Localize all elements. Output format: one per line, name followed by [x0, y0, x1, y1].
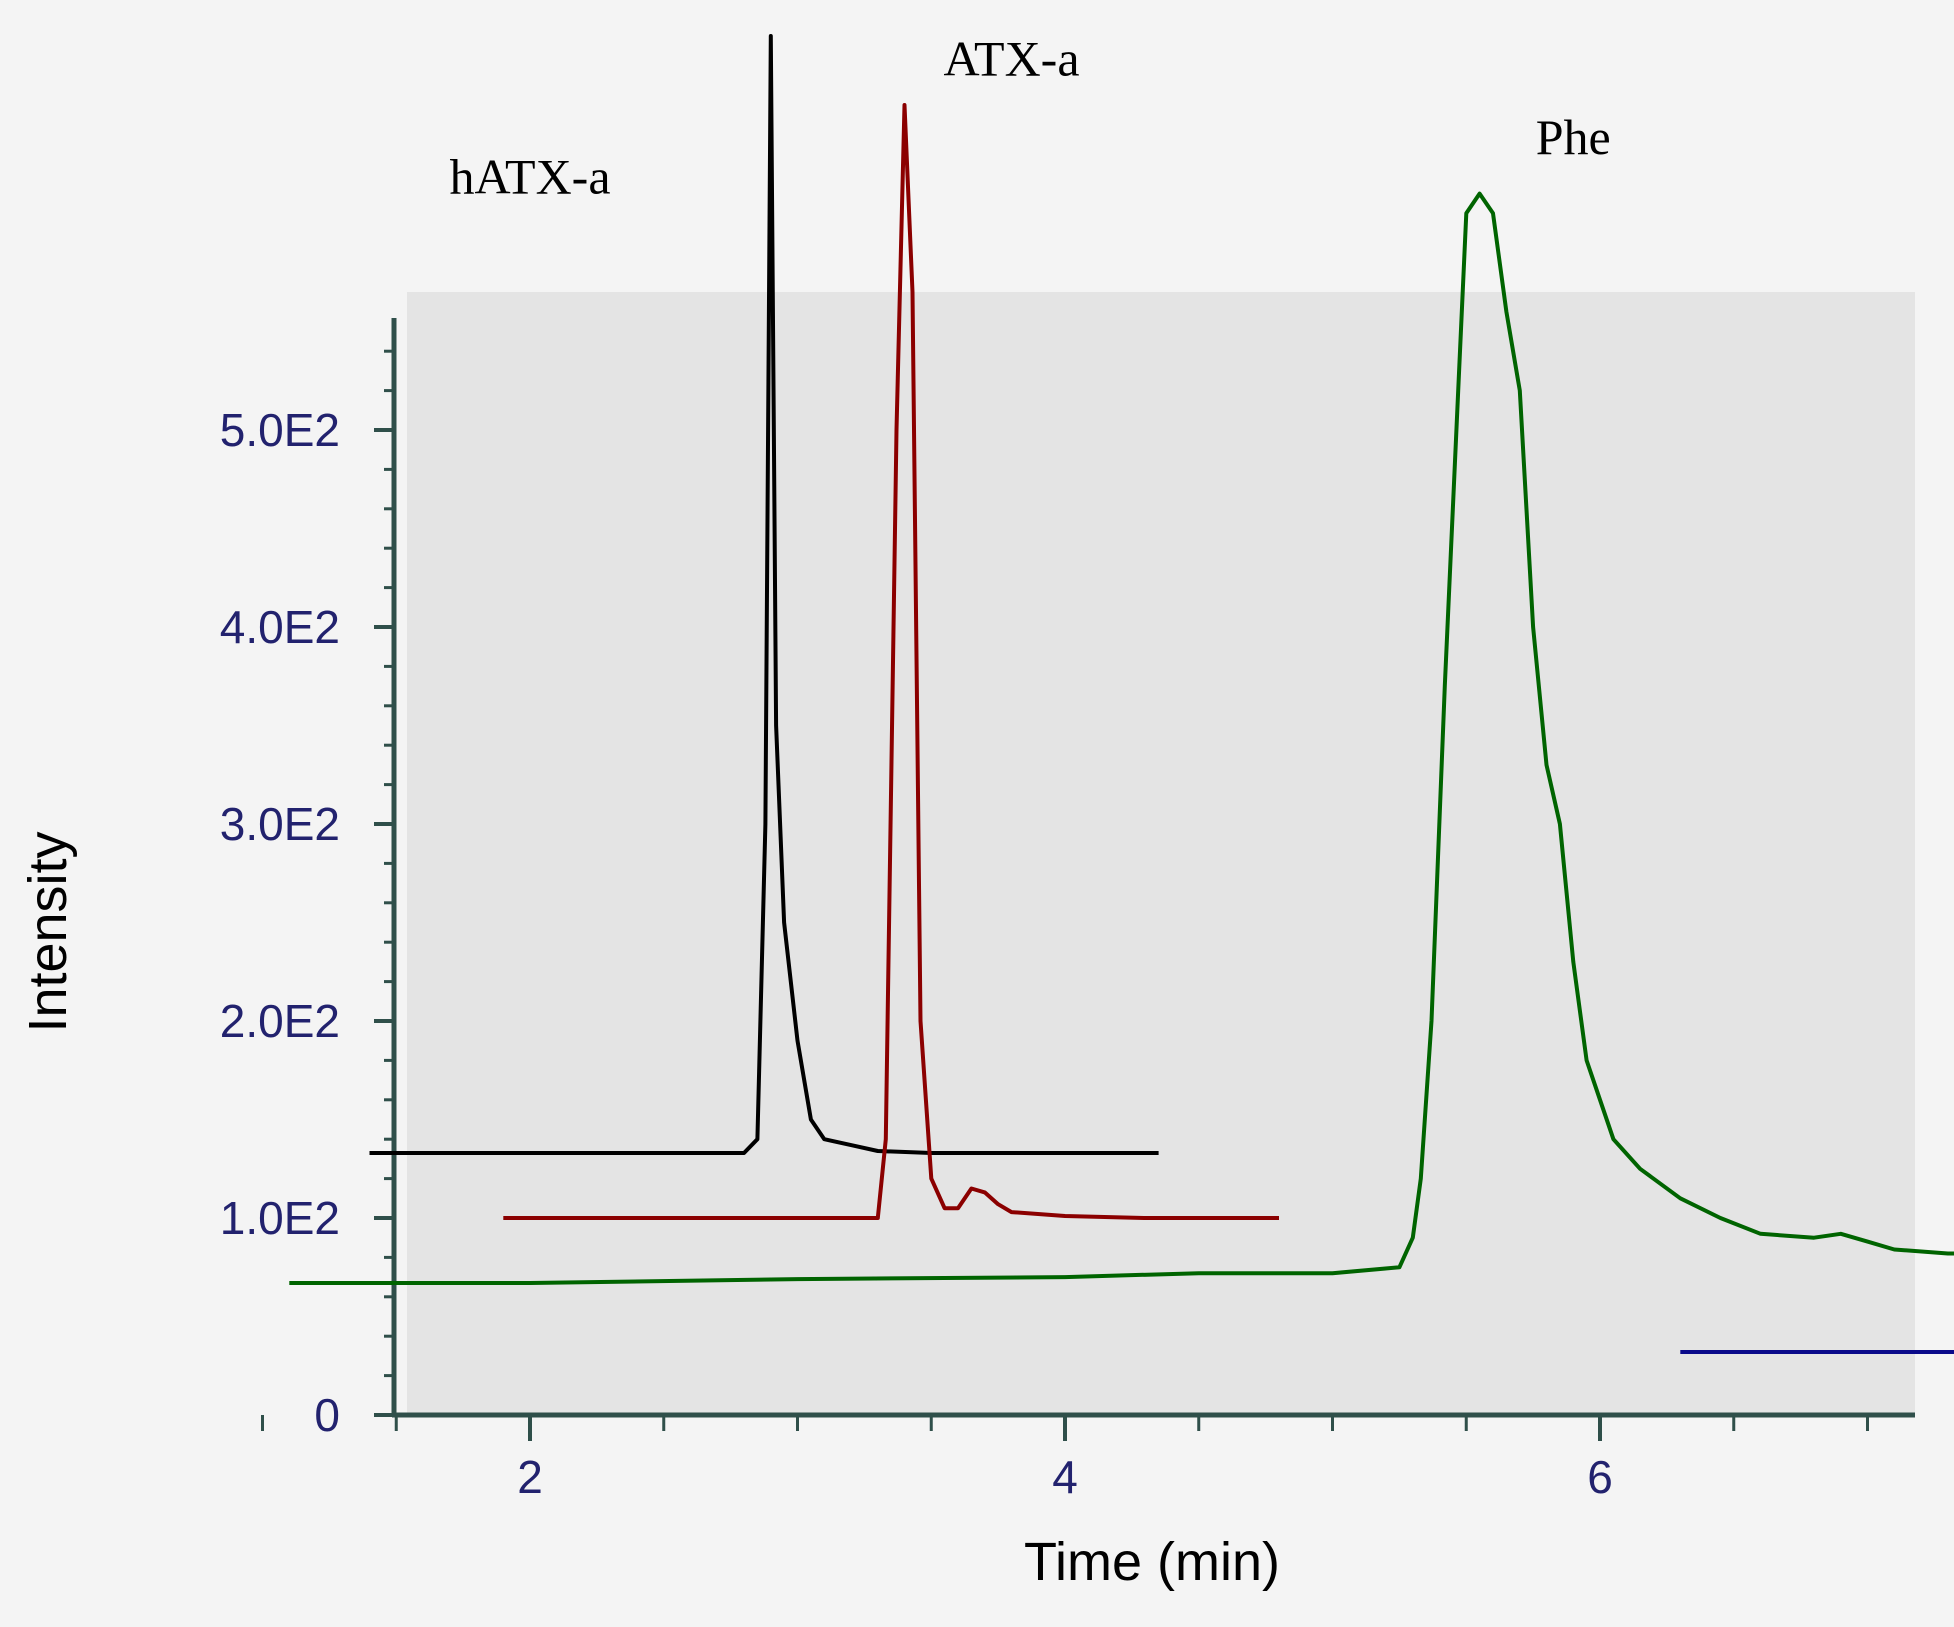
- major-ticks: [374, 428, 1602, 1441]
- x-tick-labels: 24681012: [517, 1451, 1613, 1503]
- y-tick-label: 3.0E2: [220, 798, 340, 850]
- y-tick-label: 0: [314, 1389, 340, 1441]
- y-tick-label: 5.0E2: [220, 404, 340, 456]
- peak-label-atx-a: ATX-a: [943, 30, 1079, 86]
- series-line-phe: [289, 191, 1954, 1285]
- series-line-hatx-a: [369, 34, 1159, 1155]
- y-axis-title: Intensity: [18, 831, 78, 1032]
- plot-background: [407, 292, 1915, 1417]
- x-axis-title: Time (min): [1024, 1532, 1280, 1592]
- series-lines: [289, 34, 1954, 1354]
- peak-label-hatx-a: hATX-a: [449, 149, 610, 205]
- x-tick-label: 2: [517, 1451, 543, 1503]
- y-tick-label: 1.0E2: [220, 1192, 340, 1244]
- x-tick-label: 6: [1587, 1451, 1613, 1503]
- x-tick-label: 4: [1052, 1451, 1078, 1503]
- series-line-atx-a: [503, 103, 1279, 1220]
- peak-label-phe: Phe: [1536, 109, 1611, 165]
- y-tick-labels: 0 1.0E2 2.0E2 3.0E2 4.0E2 5.0E2: [220, 404, 340, 1441]
- y-tick-label: 4.0E2: [220, 601, 340, 653]
- y-tick-label: 2.0E2: [220, 995, 340, 1047]
